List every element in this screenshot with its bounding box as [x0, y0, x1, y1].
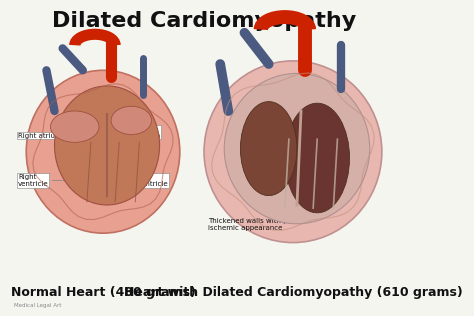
Ellipse shape — [26, 70, 180, 233]
Ellipse shape — [285, 103, 349, 213]
Text: Left
ventricle: Left ventricle — [128, 174, 168, 187]
Text: Right
ventricle: Right ventricle — [18, 174, 86, 187]
Text: Heart with Dilated Cardiomyopathy (610 grams): Heart with Dilated Cardiomyopathy (610 g… — [124, 286, 462, 299]
Ellipse shape — [55, 86, 160, 205]
Ellipse shape — [224, 73, 370, 224]
Text: Right atrium: Right atrium — [18, 133, 84, 141]
Text: Dilated Cardiomyopathy: Dilated Cardiomyopathy — [52, 11, 356, 31]
Ellipse shape — [240, 102, 297, 196]
Ellipse shape — [111, 106, 152, 135]
Text: Normal Heart (480 grams): Normal Heart (480 grams) — [10, 286, 195, 299]
Text: Thickened walls with pale
ischemic appearance: Thickened walls with pale ischemic appea… — [208, 212, 298, 231]
Ellipse shape — [51, 111, 99, 142]
Ellipse shape — [204, 61, 382, 243]
Text: Medical Legal Art: Medical Legal Art — [14, 303, 62, 308]
Text: Left
atrium: Left atrium — [132, 126, 161, 140]
